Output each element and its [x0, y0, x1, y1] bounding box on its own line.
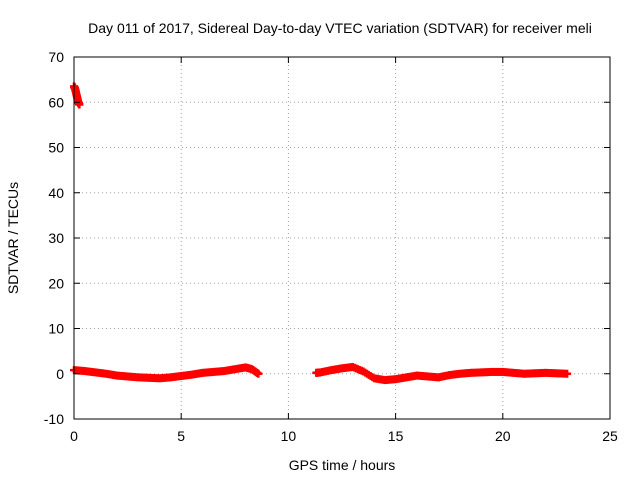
y-tick-label: 70 [48, 49, 64, 65]
x-tick-label: 20 [495, 428, 511, 444]
y-tick-label: -10 [44, 411, 64, 427]
grid-lines [74, 57, 610, 419]
y-tick-labels: -10 0 10 20 30 40 50 60 70 [44, 49, 64, 427]
x-tick-label: 0 [70, 428, 78, 444]
data-point [254, 369, 263, 378]
y-axis-label: SDTVAR / TECUs [5, 182, 21, 294]
y-tick-label: 0 [56, 366, 64, 382]
y-tick-label: 60 [48, 94, 64, 110]
x-tick-label: 5 [177, 428, 185, 444]
axis-ticks [73, 56, 611, 420]
y-tick-label: 10 [48, 321, 64, 337]
y-tick-label: 30 [48, 230, 64, 246]
x-tick-label: 10 [281, 428, 297, 444]
y-tick-label: 50 [48, 140, 64, 156]
x-tick-label: 15 [388, 428, 404, 444]
x-tick-labels: 0 5 10 15 20 25 [70, 428, 618, 444]
y-tick-label: 20 [48, 275, 64, 291]
x-tick-label: 25 [602, 428, 618, 444]
x-axis-label: GPS time / hours [289, 457, 396, 473]
y-tick-label: 40 [48, 185, 64, 201]
data-point [563, 369, 572, 378]
data-points [70, 82, 572, 385]
chart-title: Day 011 of 2017, Sidereal Day-to-day VTE… [88, 20, 592, 36]
